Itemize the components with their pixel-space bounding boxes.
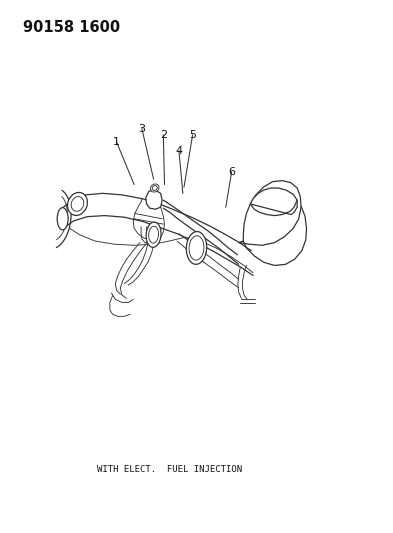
- Polygon shape: [146, 190, 162, 209]
- Ellipse shape: [71, 197, 84, 211]
- Text: 5: 5: [189, 130, 196, 140]
- Text: 3: 3: [138, 124, 145, 134]
- Ellipse shape: [149, 226, 158, 243]
- Text: WITH ELECT.  FUEL INJECTION: WITH ELECT. FUEL INJECTION: [97, 465, 242, 473]
- Ellipse shape: [151, 184, 159, 192]
- Polygon shape: [239, 181, 301, 245]
- Text: 90158 1600: 90158 1600: [23, 20, 120, 35]
- Ellipse shape: [189, 236, 204, 260]
- Ellipse shape: [146, 222, 161, 247]
- Ellipse shape: [186, 231, 207, 264]
- Ellipse shape: [152, 185, 157, 190]
- Ellipse shape: [68, 192, 87, 215]
- Text: 2: 2: [160, 130, 167, 140]
- Polygon shape: [250, 188, 297, 215]
- Ellipse shape: [57, 208, 68, 230]
- Text: 1: 1: [113, 137, 120, 147]
- Text: 6: 6: [228, 167, 235, 177]
- Text: 4: 4: [175, 146, 182, 156]
